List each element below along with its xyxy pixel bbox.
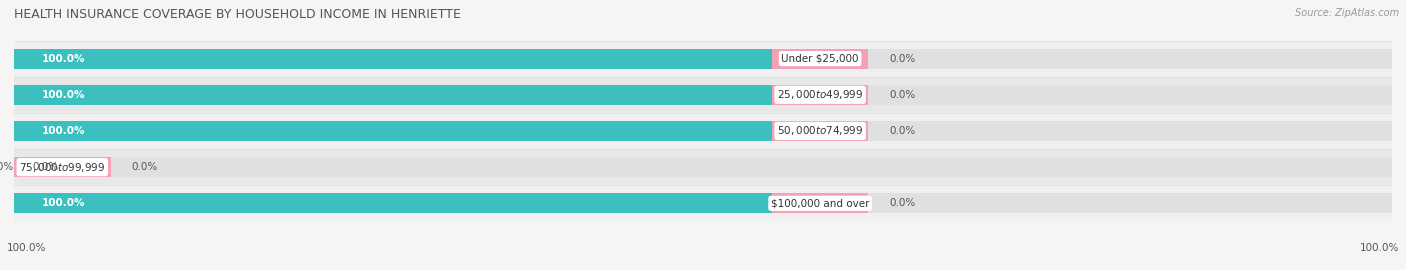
Text: 100.0%: 100.0% [1360, 243, 1399, 253]
Text: 100.0%: 100.0% [42, 126, 86, 136]
Bar [14, 157, 111, 177]
Text: 0.0%: 0.0% [0, 162, 14, 172]
Bar [14, 149, 1392, 185]
Text: 0.0%: 0.0% [32, 162, 58, 172]
Text: Source: ZipAtlas.com: Source: ZipAtlas.com [1295, 8, 1399, 18]
Text: 0.0%: 0.0% [131, 162, 157, 172]
Bar [14, 121, 1392, 141]
Bar [14, 185, 1392, 221]
Bar [14, 121, 772, 141]
Bar [14, 193, 1392, 213]
Text: Under $25,000: Under $25,000 [782, 53, 859, 64]
Text: $25,000 to $49,999: $25,000 to $49,999 [778, 88, 863, 101]
Bar [14, 40, 1392, 77]
Bar [772, 85, 869, 105]
Text: $100,000 and over: $100,000 and over [770, 198, 869, 208]
Text: 100.0%: 100.0% [7, 243, 46, 253]
Bar [14, 85, 1392, 105]
Bar [14, 85, 772, 105]
Bar [14, 49, 1392, 69]
Text: 0.0%: 0.0% [889, 53, 915, 64]
Text: 0.0%: 0.0% [889, 126, 915, 136]
Text: 0.0%: 0.0% [889, 90, 915, 100]
Bar [14, 157, 1392, 177]
Bar [772, 193, 869, 213]
Text: $50,000 to $74,999: $50,000 to $74,999 [778, 124, 863, 137]
Bar [772, 49, 869, 69]
Text: 100.0%: 100.0% [42, 90, 86, 100]
Text: $75,000 to $99,999: $75,000 to $99,999 [20, 161, 105, 174]
Bar [14, 113, 1392, 149]
Text: 100.0%: 100.0% [42, 198, 86, 208]
Text: 100.0%: 100.0% [42, 53, 86, 64]
Bar [14, 77, 1392, 113]
Bar [14, 157, 62, 177]
Bar [772, 121, 869, 141]
Text: HEALTH INSURANCE COVERAGE BY HOUSEHOLD INCOME IN HENRIETTE: HEALTH INSURANCE COVERAGE BY HOUSEHOLD I… [14, 8, 461, 21]
Text: 0.0%: 0.0% [889, 198, 915, 208]
Bar [14, 49, 772, 69]
Bar [14, 193, 772, 213]
